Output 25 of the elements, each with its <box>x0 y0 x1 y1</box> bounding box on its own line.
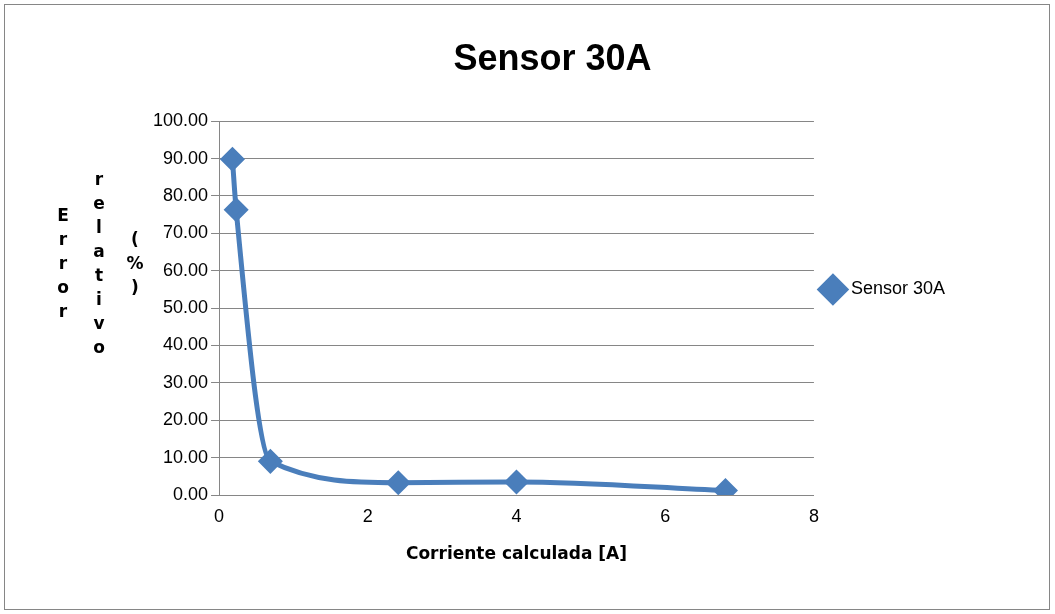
legend-label: Sensor 30A <box>850 278 945 299</box>
y-tick-label: 80.00 <box>163 184 209 205</box>
y-tick-label: 10.00 <box>163 446 209 467</box>
y-tick-label: 0.00 <box>173 483 209 504</box>
y-axis-title: Error relativo (%) <box>52 168 146 363</box>
point <box>386 471 410 495</box>
y-tick-label: 20.00 <box>163 409 209 430</box>
point <box>258 449 282 473</box>
point <box>224 198 248 222</box>
x-tick-label: 4 <box>511 505 522 526</box>
y-tick-label: 30.00 <box>163 371 209 392</box>
y-tick-label: 100.00 <box>152 110 209 131</box>
y-tick-label: 90.00 <box>163 147 209 168</box>
chart-title: Sensor 30A <box>453 36 652 78</box>
x-tick-label: 8 <box>808 505 819 526</box>
point <box>505 470 528 494</box>
y-tick-label: 40.00 <box>163 334 209 355</box>
x-tick-label: 2 <box>362 505 373 526</box>
x-tick-label: 0 <box>214 505 225 526</box>
y-tick-label: 60.00 <box>163 259 209 280</box>
point <box>220 147 244 171</box>
x-tick-label: 6 <box>660 505 671 526</box>
y-tick-label: 70.00 <box>163 222 209 243</box>
y-tick-label: 50.00 <box>163 297 209 318</box>
x-axis-title: Corriente calculada [A] <box>405 543 628 564</box>
